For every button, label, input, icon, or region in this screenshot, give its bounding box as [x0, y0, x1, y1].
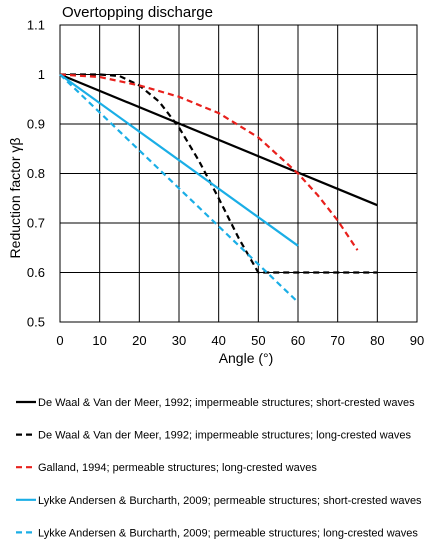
y-tick-label: 1.1 [27, 18, 45, 33]
legend-label: Galland, 1994; permeable structures; lon… [38, 462, 317, 474]
series-lines [59, 73, 378, 303]
x-tick-label: 80 [370, 333, 384, 348]
x-tick-label: 10 [92, 333, 106, 348]
y-tick-label: 0.8 [27, 166, 45, 181]
x-tick-label: 90 [410, 333, 424, 348]
legend-label: De Waal & Van der Meer, 1992; impermeabl… [38, 430, 411, 442]
x-tick-label: 20 [132, 333, 146, 348]
y-tick-label: 0.6 [27, 265, 45, 280]
plot-area [59, 24, 418, 323]
legend-item: Galland, 1994; permeable structures; lon… [16, 462, 317, 474]
y-tick-label: 0.7 [27, 216, 45, 231]
x-tick-label: 50 [251, 333, 265, 348]
x-axis-title: Angle (°) [219, 350, 274, 366]
y-axis-ticks: 0.5 0.6 0.7 0.8 0.9 1 1.1 [27, 18, 45, 330]
y-axis-title: Reduction factor γβ [7, 138, 23, 259]
series-line-1 [59, 73, 378, 207]
legend-item: De Waal & Van der Meer, 1992; impermeabl… [16, 430, 411, 442]
plot-border [59, 24, 418, 323]
legend: De Waal & Van der Meer, 1992; impermeabl… [16, 397, 422, 539]
legend-label: Lykke Andersen & Burcharth, 2009; permea… [38, 495, 422, 507]
legend-item: Lykke Andersen & Burcharth, 2009; permea… [16, 495, 422, 507]
legend-item: Lykke Andersen & Burcharth, 2009; permea… [16, 527, 418, 539]
x-tick-label: 60 [291, 333, 305, 348]
series-line-5 [59, 73, 299, 303]
x-axis-ticks: 0 10 20 30 40 50 60 70 80 90 [56, 333, 424, 348]
y-tick-label: 0.9 [27, 117, 45, 132]
chart-title: Overtopping discharge [62, 4, 213, 21]
y-tick-label: 0.5 [27, 315, 45, 330]
legend-item: De Waal & Van der Meer, 1992; impermeabl… [16, 397, 415, 409]
series-line-4 [59, 73, 299, 247]
x-tick-label: 30 [172, 333, 186, 348]
legend-label: De Waal & Van der Meer, 1992; impermeabl… [38, 397, 415, 409]
legend-label: Lykke Andersen & Burcharth, 2009; permea… [38, 527, 418, 539]
x-tick-label: 70 [330, 333, 344, 348]
grid [59, 24, 418, 323]
series-line-3 [59, 73, 359, 251]
x-tick-label: 40 [211, 333, 225, 348]
x-tick-label: 0 [56, 333, 63, 348]
y-tick-label: 1 [38, 67, 45, 82]
series-line-2 [60, 73, 378, 274]
